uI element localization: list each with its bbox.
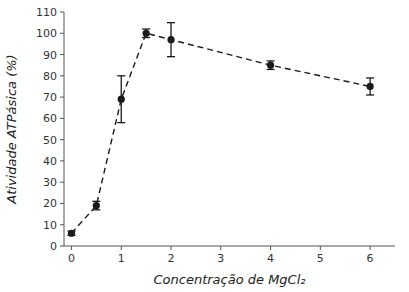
y-tick — [60, 246, 64, 247]
series-line — [71, 33, 370, 233]
x-tick-label: 0 — [68, 252, 75, 265]
y-tick-label: 30 — [43, 176, 57, 189]
y-tick — [60, 139, 64, 140]
y-tick-label: 110 — [36, 6, 57, 19]
x-tick — [171, 246, 172, 250]
axes: 01234560102030405060708090100110 — [36, 6, 395, 265]
y-tick — [60, 224, 64, 225]
y-tick-label: 20 — [43, 197, 57, 210]
x-tick-label: 5 — [317, 252, 324, 265]
error-bar-cap — [142, 37, 150, 38]
x-tick-label: 1 — [118, 252, 125, 265]
error-bar-cap — [142, 28, 150, 29]
error-bar-cap — [167, 56, 175, 57]
error-bar-cap — [366, 94, 374, 95]
x-tick — [121, 246, 122, 250]
y-tick-label: 10 — [43, 219, 57, 232]
data-point — [143, 30, 150, 37]
x-tick-label: 3 — [217, 252, 224, 265]
y-tick — [60, 54, 64, 55]
data-point — [93, 202, 100, 209]
error-bar — [142, 29, 150, 38]
y-tick — [60, 97, 64, 98]
y-tick-label: 50 — [43, 134, 57, 147]
error-bar-cap — [267, 69, 275, 70]
error-bar — [117, 76, 125, 123]
error-bar — [267, 61, 275, 70]
error-bar-cap — [92, 201, 100, 202]
x-axis-line — [64, 246, 395, 247]
y-tick — [60, 33, 64, 34]
y-tick — [60, 12, 64, 13]
x-tick — [270, 246, 271, 250]
y-tick-label: 100 — [36, 27, 57, 40]
data-point — [167, 36, 174, 43]
x-tick — [370, 246, 371, 250]
chart-container: 01234560102030405060708090100110Concentr… — [0, 0, 409, 292]
y-tick — [60, 75, 64, 76]
data-point — [367, 83, 374, 90]
error-bar — [167, 23, 175, 57]
x-tick — [220, 246, 221, 250]
error-bar-cap — [366, 77, 374, 78]
x-tick — [71, 246, 72, 250]
y-tick-label: 40 — [43, 155, 57, 168]
y-axis-title: Atividade ATPásica (%) — [4, 54, 19, 204]
error-bar-cap — [117, 75, 125, 76]
data-point — [267, 62, 274, 69]
y-tick — [60, 203, 64, 204]
x-tick-label: 4 — [267, 252, 274, 265]
x-tick — [320, 246, 321, 250]
y-tick-label: 60 — [43, 112, 57, 125]
x-tick-label: 2 — [168, 252, 175, 265]
error-bar-cap — [92, 209, 100, 210]
error-bar — [92, 201, 100, 210]
error-bar-cap — [117, 122, 125, 123]
y-axis-line — [64, 12, 65, 246]
y-tick-label: 90 — [43, 49, 57, 62]
data-point — [118, 96, 125, 103]
x-axis-title: Concentração de MgCl₂ — [153, 272, 305, 287]
chart: 01234560102030405060708090100110Concentr… — [0, 0, 409, 292]
error-bar-cap — [267, 60, 275, 61]
y-tick — [60, 182, 64, 183]
error-bar-cap — [167, 22, 175, 23]
y-tick — [60, 118, 64, 119]
x-tick-label: 6 — [367, 252, 374, 265]
y-tick — [60, 160, 64, 161]
data-point — [68, 230, 75, 237]
y-tick-label: 80 — [43, 70, 57, 83]
y-tick-label: 0 — [50, 240, 57, 253]
plot-area — [67, 23, 374, 237]
y-tick-label: 70 — [43, 91, 57, 104]
error-bar — [366, 78, 374, 95]
